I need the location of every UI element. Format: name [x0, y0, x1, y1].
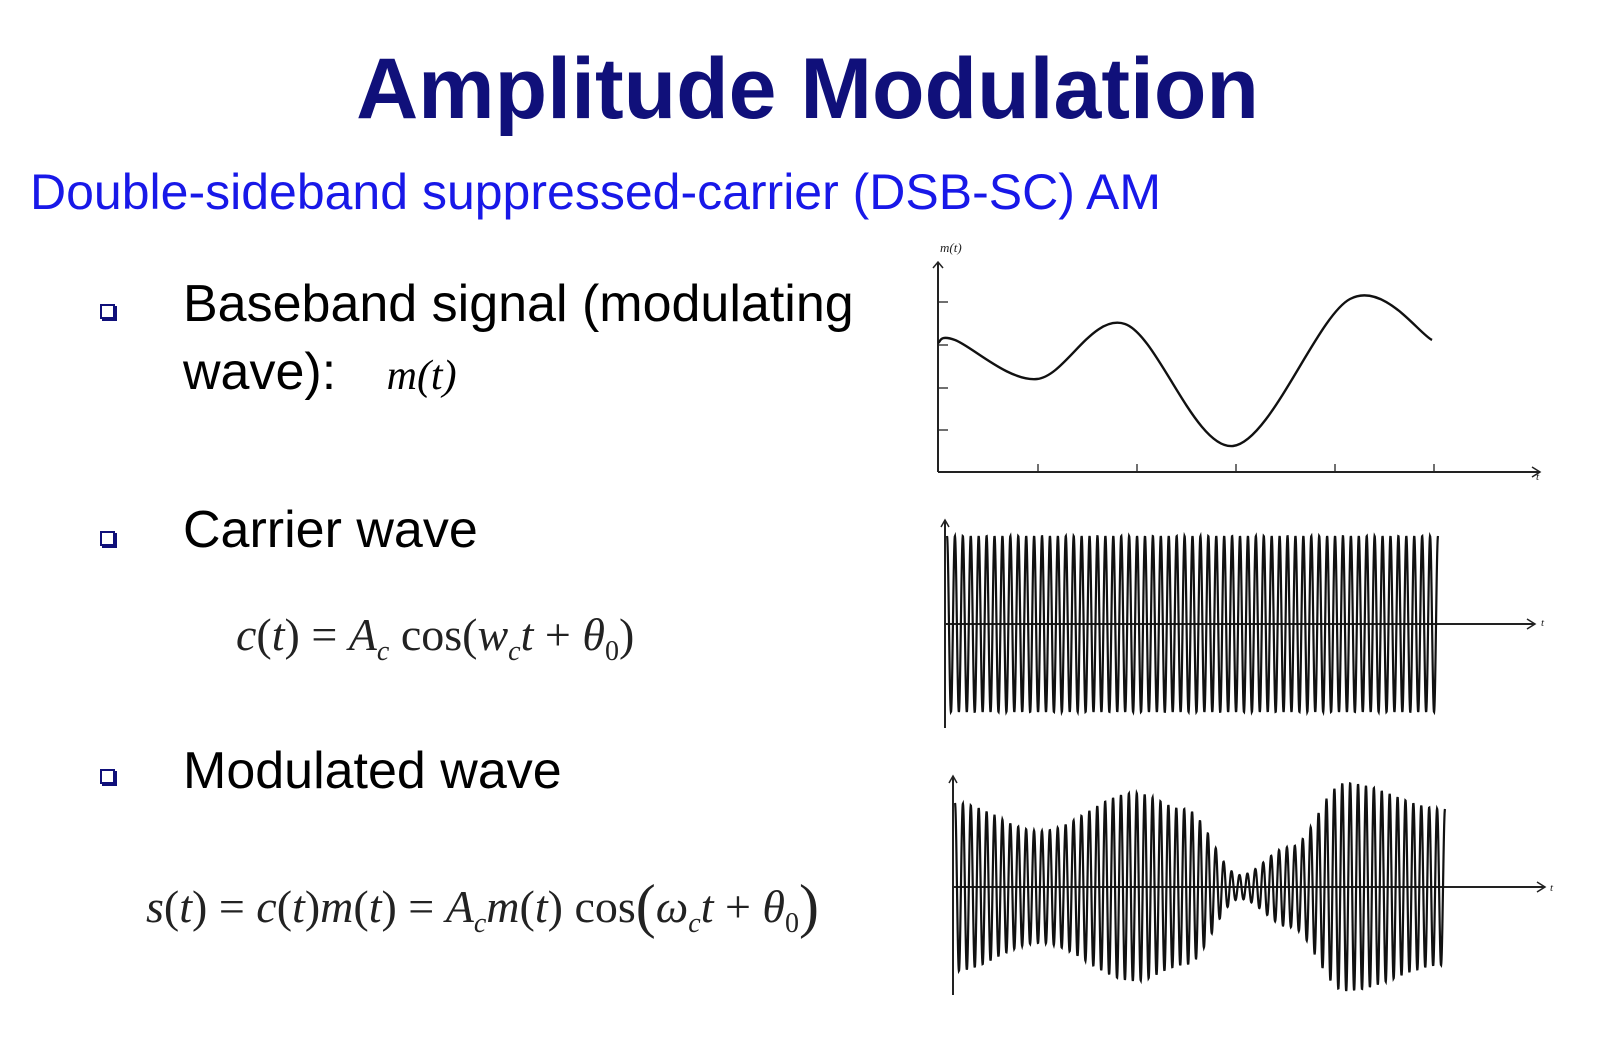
square-bullet-icon [100, 304, 115, 319]
baseband-ylabel: m(t) [940, 240, 962, 255]
baseband-xlabel: t [1536, 471, 1540, 483]
slide-title: Amplitude Modulation [356, 41, 1259, 137]
modulated-x-arrow [1536, 881, 1547, 893]
bullet-carrier: Carrier wave [183, 501, 478, 559]
baseband-expression: m(t) [386, 353, 457, 399]
bullet-baseband-line1: Baseband signal (modulating [183, 275, 854, 333]
modulated-equation: s(t) = c(t)m(t) = Acm(t) cos(ωct + θ0) [146, 873, 820, 939]
carrier-xlabel: t [1541, 617, 1545, 629]
baseband-plot: m(t) t [932, 240, 1542, 483]
carrier-equation: c(t) = Ac cos(wct + θ0) [236, 609, 635, 667]
baseband-waveform [937, 294, 1433, 448]
square-bullet-icon [100, 769, 115, 784]
bullet-baseband-line2: wave): m(t) [183, 338, 854, 410]
carrier-waveform [945, 531, 1440, 717]
carrier-plot: t [940, 518, 1545, 728]
carrier-y-arrow [940, 518, 950, 528]
carrier-x-arrow [1526, 618, 1537, 630]
square-bullet-icon [100, 531, 115, 546]
bullet-baseband-line2-text: wave): [183, 343, 337, 401]
modulated-xlabel: t [1550, 882, 1554, 894]
baseband-ticks [938, 301, 1435, 472]
modulated-y-arrow [948, 774, 958, 784]
modulated-waveform [953, 782, 1447, 992]
modulated-plot: t [948, 774, 1554, 995]
slide-subtitle: Double-sideband suppressed-carrier (DSB-… [30, 164, 1162, 220]
bullet-modulated: Modulated wave [183, 742, 562, 800]
baseband-y-arrow [932, 260, 944, 269]
baseband-x-arrow [1531, 466, 1542, 478]
bullet-baseband: Baseband signal (modulating wave): m(t) [183, 270, 854, 410]
